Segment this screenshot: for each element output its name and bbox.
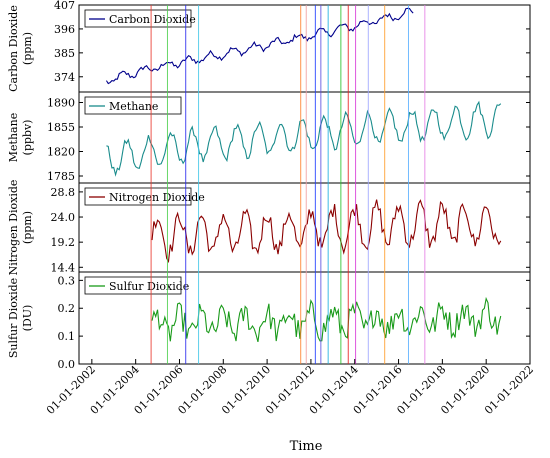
legend: Carbon Dioxide (84, 9, 196, 28)
series-line-sulfur-dioxide (151, 296, 502, 343)
y-axis-label: Nitrogen Dioxide (7, 180, 20, 276)
legend: Methane (84, 96, 182, 115)
y-tick-label: 1820 (47, 146, 75, 159)
y-axis-label: (DU) (21, 305, 34, 332)
y-axis-label: Carbon Dioxide (7, 5, 20, 92)
event-lines-group (150, 5, 426, 364)
legend: Sulfur Dioxide (84, 276, 189, 295)
y-tick-label: 385 (54, 47, 75, 60)
y-tick-label: 407 (54, 0, 75, 12)
y-axis-label: (ppm) (21, 32, 34, 65)
y-tick-label: 28.8 (51, 186, 76, 199)
y-axis-label: Sulfur Dioxide (7, 278, 20, 358)
y-tick-label: 0.0 (58, 358, 76, 371)
legend-label: Nitrogen Dioxide (109, 191, 205, 204)
panel-frame (78, 271, 531, 365)
legend-label: Sulfur Dioxide (109, 280, 189, 293)
y-tick-label: 1785 (47, 170, 75, 183)
legend-label: Methane (109, 100, 158, 113)
y-tick-label: 24.0 (51, 211, 76, 224)
x-axis-label: Time (290, 439, 323, 454)
y-tick-label: 14.4 (51, 261, 76, 274)
legend-box (84, 276, 182, 295)
y-tick-label: 0.1 (58, 330, 76, 343)
y-tick-label: 1890 (47, 97, 75, 110)
y-axis-label: (ppbv) (21, 120, 34, 156)
legend-box (84, 96, 182, 115)
legend-box (84, 187, 192, 206)
series-line-nitrogen-dioxide (151, 199, 502, 264)
legend-label: Carbon Dioxide (109, 13, 196, 26)
x-axis: 01-01-200201-01-200401-01-200601-01-2008… (44, 359, 536, 417)
legend: Nitrogen Dioxide (84, 187, 205, 206)
y-tick-label: 0.2 (58, 302, 76, 315)
y-tick-label: 19.2 (51, 236, 76, 249)
y-tick-label: 0.3 (58, 274, 76, 287)
y-tick-label: 1855 (47, 121, 75, 134)
y-tick-label: 374 (54, 71, 75, 84)
y-tick-label: 396 (54, 23, 75, 36)
y-axis-label: (ppm) (21, 211, 34, 244)
series-line-methane (106, 100, 502, 177)
y-axis-label: Methane (7, 113, 20, 162)
legend-box (84, 9, 192, 28)
series-line-carbon-dioxide (105, 7, 414, 85)
